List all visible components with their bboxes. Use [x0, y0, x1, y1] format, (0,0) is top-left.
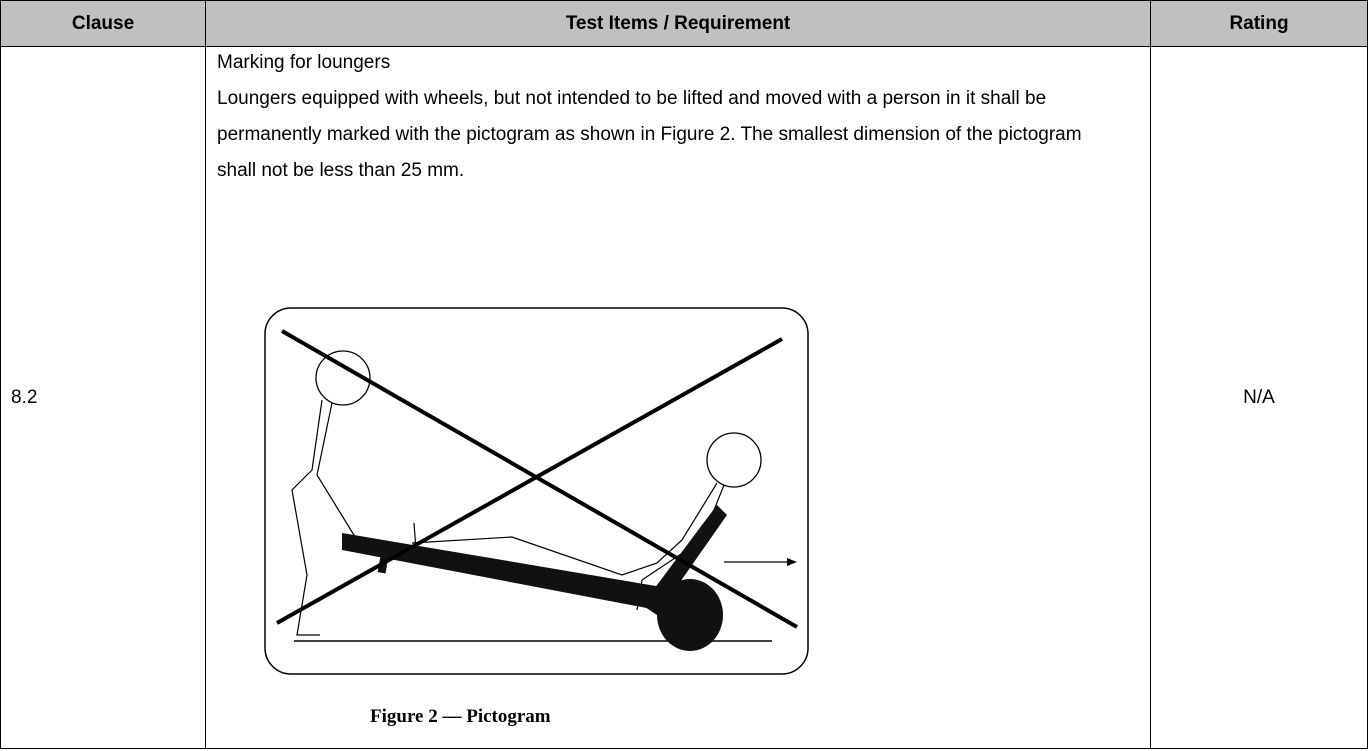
header-cell: Rating [1150, 0, 1368, 47]
figure-caption: Figure 2 — Pictogram [370, 706, 551, 727]
rating-cell: N/A [1150, 46, 1368, 749]
body-row: 8.2 Marking for loungers Loungers equipp… [0, 46, 1368, 749]
clause-cell: 8.2 [0, 46, 206, 749]
header-cell: Test Items / Requirement [205, 0, 1151, 47]
header-cell: Clause [0, 0, 206, 47]
requirement-text: Loungers equipped with wheels, but not i… [217, 88, 1082, 181]
requirement-title: Marking for loungers [217, 52, 391, 73]
header-row: Clause Test Items / Requirement Rating [0, 0, 1368, 47]
pictogram [264, 307, 809, 675]
